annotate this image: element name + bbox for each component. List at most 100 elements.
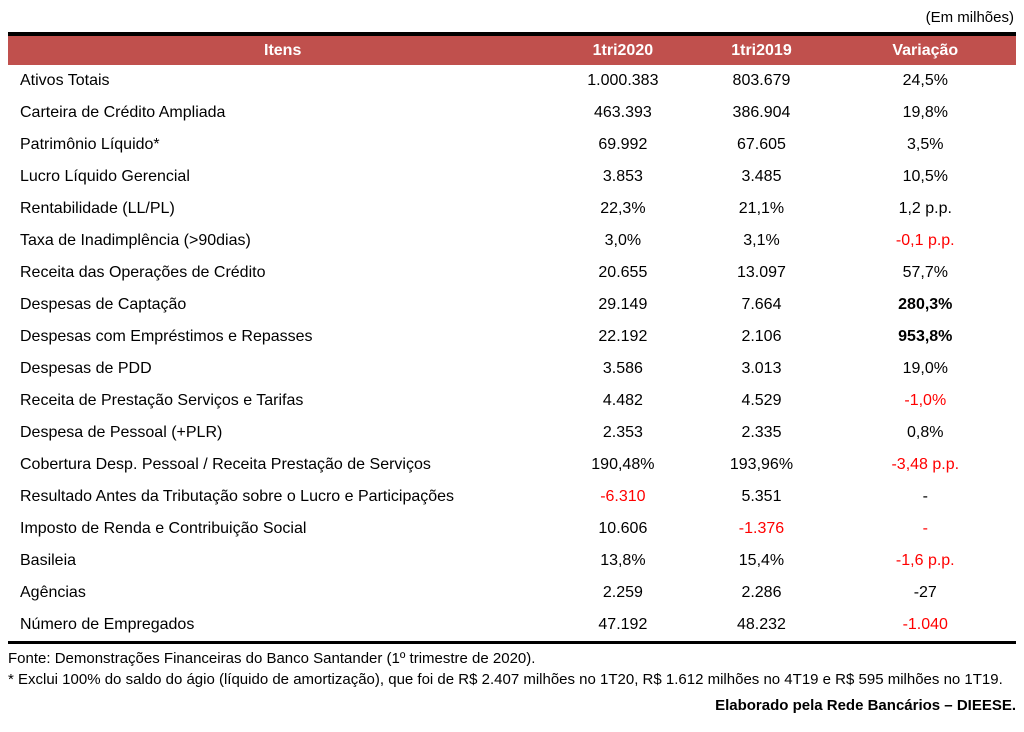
cell-variacao: -	[922, 520, 928, 537]
cell-1tri2020: 69.992	[598, 136, 648, 153]
cell-1tri2019: 48.232	[737, 616, 786, 633]
cell-1tri2019: 3.013	[741, 360, 782, 377]
cell-1tri2020: 2.259	[602, 584, 643, 601]
financial-table: Itens 1tri2020 1tri2019 Variação Ativos …	[8, 32, 1016, 644]
cell-item: Despesas com Empréstimos e Repasses	[20, 328, 313, 345]
cell-variacao: -	[922, 488, 928, 505]
cell-1tri2019: 7.664	[741, 296, 782, 313]
cell-1tri2019: 21,1%	[738, 200, 785, 217]
table-row: Cobertura Desp. Pessoal / Receita Presta…	[8, 449, 1016, 481]
cell-1tri2020: 190,48%	[591, 456, 655, 473]
cell-variacao: -27	[913, 584, 937, 601]
cell-1tri2019: 2.286	[741, 584, 782, 601]
cell-1tri2019: 15,4%	[738, 552, 785, 569]
column-header-1tri2020: 1tri2020	[557, 34, 689, 65]
cell-variacao: 0,8%	[907, 424, 944, 441]
table-body: Ativos Totais 1.000.383 803.679 24,5% Cartei…	[8, 65, 1016, 643]
cell-1tri2019: 4.529	[741, 392, 782, 409]
cell-1tri2019: 2.335	[741, 424, 782, 441]
cell-1tri2019: 193,96%	[729, 456, 794, 473]
cell-item: Receita de Prestação Serviços e Tarifas	[20, 392, 304, 409]
cell-variacao: -3,48 p.p.	[891, 456, 960, 473]
cell-1tri2020: 4.482	[602, 392, 643, 409]
cell-1tri2020: 2.353	[602, 424, 643, 441]
cell-item: Lucro Líquido Gerencial	[20, 168, 190, 185]
cell-item: Despesas de PDD	[20, 360, 152, 377]
table-row: Carteira de Crédito Ampliada 463.393 386.9…	[8, 97, 1016, 129]
table-row: Despesas de Captação 29.149 7.664 280,3%	[8, 289, 1016, 321]
table-header: Itens 1tri2020 1tri2019 Variação	[8, 34, 1016, 65]
cell-variacao: 10,5%	[902, 168, 948, 185]
table-row: Taxa de Inadimplência (>90dias) 3,0% 3,1% -…	[8, 225, 1016, 257]
cell-1tri2020: 3.853	[602, 168, 643, 185]
cell-1tri2020: 10.606	[598, 520, 648, 537]
cell-variacao: 280,3%	[898, 296, 953, 313]
unit-note: (Em milhões)	[925, 9, 1014, 26]
table-row: Despesas de PDD 3.586 3.013 19,0%	[8, 353, 1016, 385]
cell-item: Basileia	[20, 552, 77, 569]
cell-variacao: 19,8%	[902, 104, 948, 121]
cell-1tri2020: -6.310	[600, 488, 646, 505]
cell-variacao: 57,7%	[902, 264, 948, 281]
table-row: Número de Empregados 47.192 48.232 -1.040	[8, 609, 1016, 643]
table-row: Receita das Operações de Crédito 20.655 13…	[8, 257, 1016, 289]
cell-1tri2020: 20.655	[598, 264, 648, 281]
cell-1tri2020: 47.192	[598, 616, 648, 633]
table-row: Imposto de Renda e Contribuição Social 10…	[8, 513, 1016, 545]
table-row: Receita de Prestação Serviços e Tarifas 4…	[8, 385, 1016, 417]
column-header-itens: Itens	[8, 34, 558, 65]
credit-line: Elaborado pela Rede Bancários – DIEESE.	[715, 697, 1016, 714]
cell-variacao: -1,0%	[904, 392, 947, 409]
cell-1tri2020: 1.000.383	[587, 72, 659, 89]
cell-item: Taxa de Inadimplência (>90dias)	[20, 232, 251, 249]
cell-variacao: 19,0%	[902, 360, 948, 377]
cell-item: Rentabilidade (LL/PL)	[20, 200, 175, 217]
table-row: Rentabilidade (LL/PL) 22,3% 21,1% 1,2 p.p.	[8, 193, 1016, 225]
cell-1tri2020: 22,3%	[600, 200, 646, 217]
cell-variacao: 1,2 p.p.	[898, 200, 952, 217]
footnote-line: * Exclui 100% do saldo do ágio (líquido …	[8, 671, 1003, 688]
cell-variacao: 24,5%	[902, 72, 948, 89]
cell-item: Despesa de Pessoal (+PLR)	[20, 424, 223, 441]
cell-variacao: 3,5%	[907, 136, 944, 153]
column-header-1tri2019: 1tri2019	[688, 34, 835, 65]
cell-1tri2019: 803.679	[732, 72, 791, 89]
column-header-variacao: Variação	[834, 34, 1016, 65]
table-footer: Fonte: Demonstrações Financeiras do Banc…	[8, 648, 1016, 716]
cell-item: Carteira de Crédito Ampliada	[20, 104, 226, 121]
cell-1tri2020: 463.393	[593, 104, 652, 121]
cell-variacao: -0,1 p.p.	[895, 232, 955, 249]
cell-item: Número de Empregados	[20, 616, 195, 633]
cell-1tri2019: 386.904	[732, 104, 791, 121]
cell-item: Ativos Totais	[20, 72, 110, 89]
table-row: Despesas com Empréstimos e Repasses 22.19…	[8, 321, 1016, 353]
cell-1tri2019: 2.106	[741, 328, 782, 345]
cell-variacao: -1,6 p.p.	[895, 552, 955, 569]
cell-1tri2019: 5.351	[741, 488, 782, 505]
cell-item: Cobertura Desp. Pessoal / Receita Presta…	[20, 456, 431, 473]
table-row: Ativos Totais 1.000.383 803.679 24,5%	[8, 65, 1016, 97]
cell-1tri2019: 67.605	[737, 136, 786, 153]
cell-1tri2019: 3.485	[741, 168, 782, 185]
cell-1tri2019: 3,1%	[743, 232, 780, 249]
cell-item: Receita das Operações de Crédito	[20, 264, 266, 281]
source-line: Fonte: Demonstrações Financeiras do Banc…	[8, 650, 536, 667]
cell-1tri2020: 3,0%	[604, 232, 642, 249]
cell-item: Despesas de Captação	[20, 296, 187, 313]
cell-item: Imposto de Renda e Contribuição Social	[20, 520, 307, 537]
cell-1tri2020: 3.586	[602, 360, 643, 377]
table-row: Lucro Líquido Gerencial 3.853 3.485 10,5%	[8, 161, 1016, 193]
cell-1tri2020: 13,8%	[600, 552, 646, 569]
cell-1tri2019: -1.376	[738, 520, 785, 537]
table-row: Resultado Antes da Tributação sobre o Lu…	[8, 481, 1016, 513]
cell-1tri2019: 13.097	[737, 264, 786, 281]
table-row: Basileia 13,8% 15,4% -1,6 p.p.	[8, 545, 1016, 577]
table-row: Despesa de Pessoal (+PLR) 2.353 2.335 0,8%	[8, 417, 1016, 449]
cell-item: Agências	[20, 584, 86, 601]
table-row: Agências 2.259 2.286 -27	[8, 577, 1016, 609]
cell-item: Patrimônio Líquido*	[20, 136, 160, 153]
table-header-row: Itens 1tri2020 1tri2019 Variação	[8, 34, 1016, 65]
table-row: Patrimônio Líquido* 69.992 67.605 3,5%	[8, 129, 1016, 161]
cell-item: Resultado Antes da Tributação sobre o Lu…	[20, 488, 455, 505]
